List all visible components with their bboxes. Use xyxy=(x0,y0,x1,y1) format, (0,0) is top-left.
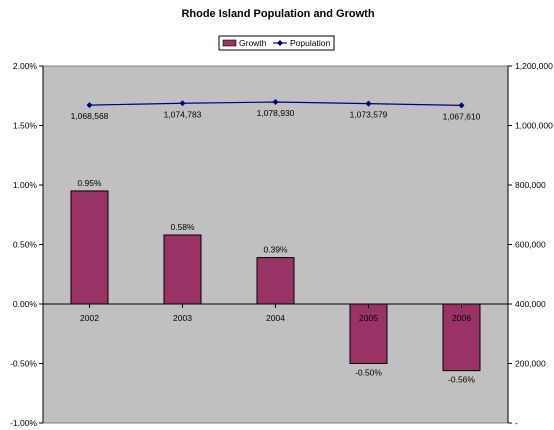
left-axis: 2.00% 1.50% 1.00% 0.50% 0.00% -0.50% -1.00% xyxy=(10,61,508,428)
category-labels: 2002 2003 2004 2005 2006 xyxy=(80,304,471,323)
growth-bar xyxy=(70,190,109,305)
right-axis-tick-label: 1,200,000 xyxy=(515,61,553,71)
growth-data-label: 0.39% xyxy=(263,245,288,255)
population-marker xyxy=(458,102,465,109)
right-axis: 1,200,000 1,000,000 800,000 600,000 400,000 2… xyxy=(507,61,553,428)
growth-bar xyxy=(163,234,202,305)
left-axis-tick-label: 2.00% xyxy=(13,61,38,71)
growth-data-label: -0.50% xyxy=(355,368,382,378)
population-data-label: 1,078,930 xyxy=(257,108,295,118)
growth-data-label: 0.95% xyxy=(77,178,102,188)
growth-data-label: 0.58% xyxy=(170,222,195,232)
category-label: 2003 xyxy=(173,313,192,323)
right-axis-tick-label: 800,000 xyxy=(515,180,546,190)
growth-bar xyxy=(349,303,388,364)
left-axis-tick-label: -1.00% xyxy=(10,418,37,428)
population-line xyxy=(86,99,465,109)
right-axis-tick-label: 200,000 xyxy=(515,359,546,369)
category-label: 2002 xyxy=(80,313,99,323)
legend-population-label: Population xyxy=(290,38,330,48)
chart-title: Rhode Island Population and Growth xyxy=(181,8,374,20)
category-label: 2004 xyxy=(266,313,285,323)
population-data-label: 1,067,610 xyxy=(443,111,481,121)
population-data-label: 1,074,783 xyxy=(164,109,202,119)
population-data-label: 1,073,579 xyxy=(350,110,388,120)
right-axis-tick-label: - xyxy=(515,418,518,428)
growth-bar xyxy=(256,257,295,305)
population-marker xyxy=(365,100,372,107)
data-labels: 0.95% 0.58% 0.39% -0.50% -0.56% 1,068,568 1,07… xyxy=(71,108,481,385)
legend-growth-label: Growth xyxy=(239,38,267,48)
left-axis-tick-label: 0.50% xyxy=(13,240,38,250)
right-axis-tick-label: 1,000,000 xyxy=(515,121,553,131)
category-label: 2006 xyxy=(452,313,471,323)
population-marker xyxy=(179,100,186,107)
legend-growth-swatch xyxy=(222,39,237,47)
growth-data-label: -0.56% xyxy=(448,375,475,385)
right-axis-tick-label: 600,000 xyxy=(515,240,546,250)
population-marker xyxy=(86,102,93,109)
left-axis-tick-label: 1.50% xyxy=(13,121,38,131)
left-axis-tick-label: 0.00% xyxy=(13,299,38,309)
population-data-label: 1,068,568 xyxy=(71,111,109,121)
plot-area xyxy=(42,65,509,424)
legend: Growth Population xyxy=(218,35,335,51)
right-axis-tick-label: 400,000 xyxy=(515,299,546,309)
left-axis-tick-label: 1.00% xyxy=(13,180,38,190)
category-label: 2005 xyxy=(359,313,378,323)
legend-population-marker xyxy=(277,40,283,46)
left-axis-tick-label: -0.50% xyxy=(10,359,37,369)
population-marker xyxy=(272,99,279,106)
